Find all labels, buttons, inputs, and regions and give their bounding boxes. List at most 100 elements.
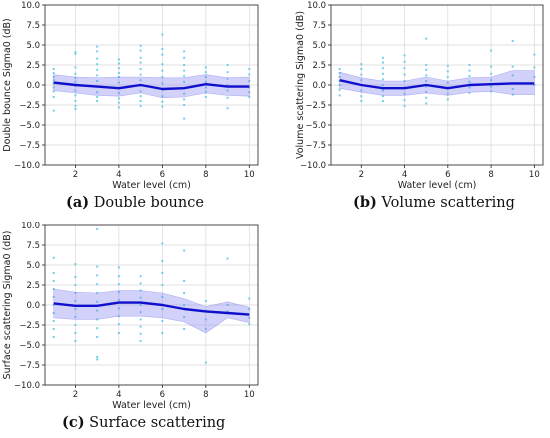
double-bounce-point-5-0 [161, 33, 164, 36]
caption-a-letter: (a) [66, 194, 90, 211]
surface-scattering-point-2-1 [96, 265, 99, 268]
volume-scattering-xtick-label-2: 6 [445, 170, 450, 180]
double-bounce-point-4-4 [139, 68, 142, 70]
double-bounce-point-1-3 [74, 72, 77, 75]
surface-scattering-point-4-9 [139, 340, 142, 342]
double-bounce-point-2-8 [96, 91, 99, 94]
double-bounce-point-7-1 [204, 71, 207, 74]
surface-scattering-point-6-4 [183, 316, 186, 318]
double-bounce-point-1-5 [74, 80, 77, 83]
double-bounce-point-8-6 [226, 107, 229, 110]
volume-scattering-point-3-3 [403, 73, 406, 76]
surface-scattering-ytick-label-0: −10.0 [14, 381, 40, 391]
double-bounce-point-6-9 [183, 104, 186, 106]
caption-c-text: Surface scattering [89, 415, 226, 431]
surface-scattering-ytick-label-7: 7.5 [26, 241, 40, 251]
double-bounce-xlabel: Water level (cm) [112, 180, 191, 190]
volume-scattering-xtick-label-0: 2 [359, 170, 364, 180]
double-bounce-point-0-7 [52, 96, 55, 98]
volume-scattering-point-4-0 [425, 37, 428, 40]
volume-scattering-point-9-0 [533, 53, 536, 56]
volume-scattering-point-2-1 [381, 61, 384, 64]
double-bounce-point-6-2 [183, 64, 186, 66]
surface-scattering-ylabel: Surface scattering Sigma0 (dB) [2, 231, 13, 380]
surface-scattering-ytick-label-2: −5.0 [19, 341, 40, 351]
surface-scattering-xtick-label-4: 10 [244, 390, 255, 400]
double-bounce-point-8-0 [226, 64, 229, 66]
surface-scattering-xtick-label-3: 8 [203, 390, 208, 400]
double-bounce-point-5-6 [161, 82, 164, 85]
double-bounce-point-0-1 [52, 72, 55, 74]
caption-c-letter: (c) [62, 414, 85, 431]
volume-scattering-point-0-5 [338, 88, 341, 91]
double-bounce-point-7-6 [204, 96, 207, 98]
double-bounce-point-1-10 [74, 104, 77, 107]
surface-scattering-point-2-6 [96, 309, 99, 312]
volume-scattering-xtick-label-1: 4 [402, 170, 407, 180]
surface-scattering-point-1-2 [74, 284, 77, 286]
surface-scattering-point-4-0 [139, 275, 142, 278]
surface-scattering-point-2-2 [96, 274, 99, 277]
volume-scattering-point-3-1 [403, 60, 406, 63]
double-bounce-point-4-11 [139, 104, 142, 107]
double-bounce-xtick-label-2: 6 [160, 170, 165, 180]
volume-scattering-point-2-0 [381, 56, 384, 59]
volume-scattering-point-1-1 [360, 68, 363, 70]
double-bounce-point-6-8 [183, 98, 186, 101]
surface-scattering-point-9-0 [248, 297, 251, 300]
volume-scattering-point-3-7 [403, 99, 406, 102]
double-bounce-point-8-5 [226, 96, 229, 99]
surface-scattering-point-4-8 [139, 332, 142, 335]
double-bounce-point-4-8 [139, 90, 142, 93]
surface-scattering-xtick-label-2: 6 [160, 390, 165, 400]
surface-scattering-ytick-label-8: 10.0 [21, 222, 40, 231]
double-bounce-point-9-0 [248, 68, 251, 70]
double-bounce-xtick-label-0: 2 [73, 170, 78, 180]
volume-scattering-point-3-6 [403, 92, 406, 95]
surface-scattering-point-4-6 [139, 318, 142, 321]
volume-scattering-point-3-2 [403, 67, 406, 70]
caption-b-letter: (b) [353, 194, 377, 211]
double-bounce-point-3-8 [117, 97, 120, 100]
caption-c: (c) Surface scattering [62, 414, 225, 431]
double-bounce-point-6-4 [183, 75, 186, 78]
surface-scattering-point-0-1 [52, 272, 55, 274]
volume-scattering-point-2-8 [381, 100, 384, 102]
surface-scattering-point-7-4 [204, 361, 207, 364]
surface-scattering-ytick-label-3: −2.5 [19, 321, 40, 331]
volume-scattering-xtick-label-3: 8 [488, 170, 493, 180]
volume-scattering-point-6-0 [468, 64, 471, 66]
surface-scattering-point-8-0 [226, 257, 229, 260]
surface-scattering-point-5-1 [161, 260, 164, 262]
volume-scattering-point-1-5 [360, 89, 363, 92]
volume-scattering-ylabel: Volume scattering Sigma0 (dB) [295, 11, 306, 159]
double-bounce-point-4-1 [139, 49, 142, 52]
surface-scattering-point-1-8 [74, 332, 77, 334]
surface-scattering-point-1-9 [74, 340, 77, 342]
double-bounce-point-6-1 [183, 56, 186, 59]
caption-b: (b) Volume scattering [353, 194, 515, 211]
surface-scattering-point-3-0 [117, 266, 120, 269]
surface-scattering-point-0-2 [52, 280, 55, 282]
volume-scattering-point-9-1 [533, 66, 536, 69]
volume-scattering-point-5-5 [446, 92, 449, 95]
double-bounce-point-1-8 [74, 94, 77, 97]
surface-scattering-point-6-3 [183, 304, 186, 306]
volume-scattering-point-6-4 [468, 86, 471, 89]
double-bounce-point-8-2 [226, 77, 229, 80]
double-bounce-point-3-5 [117, 81, 120, 84]
double-bounce-point-1-1 [74, 52, 77, 55]
surface-scattering-point-4-1 [139, 282, 142, 285]
volume-scattering-point-8-1 [511, 65, 514, 68]
surface-scattering-confidence-band [53, 288, 250, 334]
double-bounce-point-4-9 [139, 95, 142, 98]
surface-scattering-point-3-8 [117, 332, 120, 334]
volume-scattering-point-4-3 [425, 74, 428, 77]
surface-scattering-point-0-9 [52, 336, 55, 338]
surface-scattering-ytick-label-4: 0.0 [26, 301, 40, 311]
double-bounce-point-3-0 [117, 58, 120, 61]
volume-scattering-point-5-0 [446, 64, 449, 67]
volume-scattering-point-2-6 [381, 89, 384, 92]
surface-scattering-point-6-0 [183, 249, 186, 252]
volume-scattering-point-4-8 [425, 102, 428, 105]
